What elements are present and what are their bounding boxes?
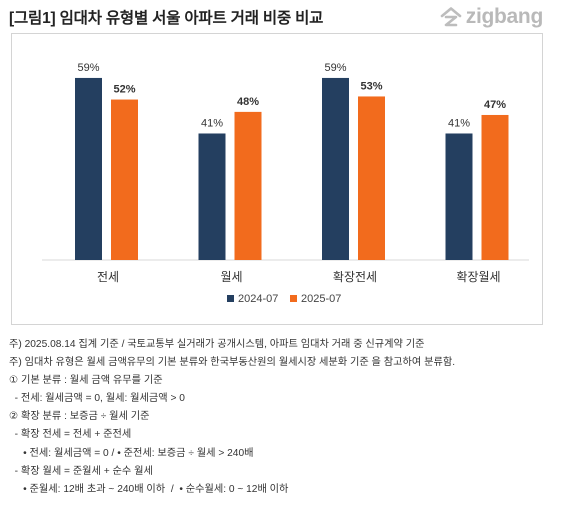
data-label: 59% [324, 62, 346, 74]
footnote-line: 주) 임대차 유형은 월세 금액유무의 기본 분류와 한국부동산원의 월세시장 … [9, 357, 456, 369]
zigbang-house-icon [440, 7, 462, 27]
x-tick-label: 확장전세 [333, 270, 377, 284]
data-label: 41% [201, 117, 223, 129]
footnote-line: 주) 2025.08.14 집계 기준 / 국토교통부 실거래가 공개시스템, … [9, 339, 425, 350]
legend-label: 2025-07 [301, 293, 341, 305]
bar-chart: 59% 52% 41% 48% 59% 53% 41% 47% 전세 월세 확장전세 확장월세 20… [42, 62, 529, 305]
bar-2025-07-월세 [234, 111, 262, 260]
brand-logo: zigbang [439, 5, 543, 29]
footnote-line: • 준월세: 12배 초과 ~ 240배 이하 / • 순수월세: 0 ~ 12… [9, 483, 289, 495]
x-tick-label: 월세 [220, 270, 242, 284]
footnote-line: - 확장 전세 = 전세 + 준전세 [9, 429, 132, 441]
page-title: [그림1] 임대차 유형별 서울 아파트 거래 비중 비교 [9, 10, 324, 27]
bar-2025-07-전세 [111, 99, 138, 261]
footnote-line: - 전세: 월세금액 = 0, 월세: 월세금액 > 0 [9, 393, 185, 405]
bar-2024-07-확장월세 [445, 133, 473, 260]
footnote-line: • 전세: 월세금액 = 0 / • 준전세: 보증금 ÷ 월세 > 240배 [9, 447, 254, 459]
data-label: 48% [237, 96, 259, 108]
footnotes: 주) 2025.08.14 집계 기준 / 국토교통부 실거래가 공개시스템, … [9, 336, 565, 499]
x-tick-label: 전세 [97, 270, 119, 284]
footnote-line: ② 확장 분류 : 보증금 ÷ 월세 기준 [9, 411, 150, 423]
bar-2024-07-전세 [75, 77, 102, 260]
legend-swatch [227, 295, 234, 302]
data-label: 59% [77, 62, 99, 74]
logo-text: zigbang [465, 5, 544, 28]
bar-2024-07-확장전세 [322, 77, 349, 260]
chart-frame: 59% 52% 41% 48% 59% 53% 41% 47% 전세 월세 확장전세 확장월세 20… [11, 33, 543, 325]
footnote-line: ① 기본 분류 : 월세 금액 유무를 기준 [9, 375, 163, 387]
x-tick-label: 확장월세 [456, 270, 500, 284]
bar-2025-07-확장월세 [481, 114, 509, 260]
footnote-line: - 확장 월세 = 준월세 + 순수 월세 [9, 465, 153, 477]
data-label: 41% [448, 117, 470, 129]
data-label: 53% [360, 80, 382, 92]
data-label: 52% [113, 84, 135, 96]
legend-swatch [290, 295, 297, 302]
data-label: 47% [484, 99, 506, 111]
bar-2025-07-확장전세 [358, 96, 385, 260]
bar-2024-07-월세 [198, 133, 226, 260]
legend-label: 2024-07 [238, 293, 278, 305]
